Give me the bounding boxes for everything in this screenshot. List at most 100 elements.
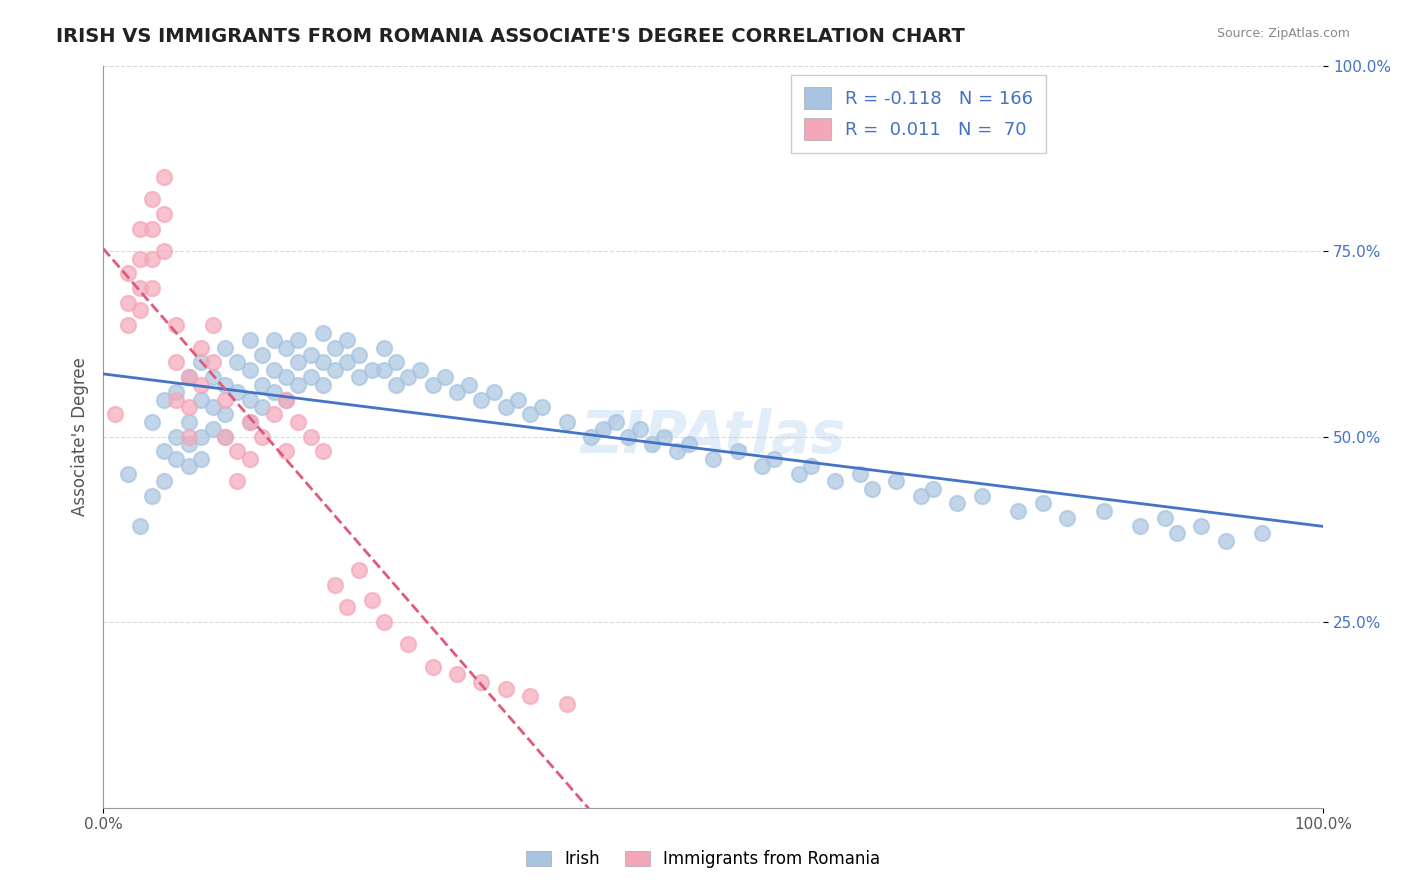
Point	[177, 370, 200, 384]
Point	[263, 385, 285, 400]
Point	[226, 444, 249, 458]
Point	[226, 385, 249, 400]
Point	[190, 377, 212, 392]
Point	[763, 451, 786, 466]
Point	[276, 370, 298, 384]
Point	[617, 430, 640, 444]
Point	[385, 355, 408, 369]
Point	[128, 281, 150, 295]
Point	[312, 444, 335, 458]
Point	[190, 341, 212, 355]
Point	[128, 222, 150, 236]
Point	[970, 489, 993, 503]
Point	[1189, 518, 1212, 533]
Point	[702, 451, 724, 466]
Point	[238, 392, 260, 407]
Point	[214, 377, 236, 392]
Point	[605, 415, 627, 429]
Point	[141, 281, 163, 295]
Point	[153, 474, 176, 488]
Point	[214, 392, 236, 407]
Point	[263, 408, 285, 422]
Point	[1056, 511, 1078, 525]
Point	[153, 392, 176, 407]
Point	[287, 355, 309, 369]
Point	[628, 422, 651, 436]
Point	[214, 430, 236, 444]
Point	[373, 615, 395, 629]
Point	[141, 192, 163, 206]
Text: Source: ZipAtlas.com: Source: ZipAtlas.com	[1216, 27, 1350, 40]
Point	[1153, 511, 1175, 525]
Point	[360, 593, 382, 607]
Point	[323, 578, 346, 592]
Point	[299, 430, 322, 444]
Point	[299, 348, 322, 362]
Point	[201, 422, 224, 436]
Point	[117, 318, 139, 333]
Point	[446, 385, 468, 400]
Point	[177, 430, 200, 444]
Point	[238, 415, 260, 429]
Point	[141, 415, 163, 429]
Point	[141, 489, 163, 503]
Point	[287, 333, 309, 347]
Point	[385, 377, 408, 392]
Y-axis label: Associate's Degree: Associate's Degree	[72, 357, 89, 516]
Point	[336, 600, 359, 615]
Point	[177, 415, 200, 429]
Point	[519, 690, 541, 704]
Point	[153, 244, 176, 259]
Point	[1092, 504, 1115, 518]
Point	[323, 363, 346, 377]
Point	[422, 377, 444, 392]
Point	[238, 415, 260, 429]
Point	[165, 392, 187, 407]
Point	[276, 444, 298, 458]
Point	[263, 363, 285, 377]
Point	[433, 370, 456, 384]
Point	[238, 363, 260, 377]
Point	[1251, 526, 1274, 541]
Point	[678, 437, 700, 451]
Point	[117, 296, 139, 310]
Point	[250, 377, 273, 392]
Point	[141, 252, 163, 266]
Point	[787, 467, 810, 481]
Point	[177, 370, 200, 384]
Point	[190, 355, 212, 369]
Point	[153, 444, 176, 458]
Point	[276, 341, 298, 355]
Point	[470, 674, 492, 689]
Point	[201, 318, 224, 333]
Point	[824, 474, 846, 488]
Point	[287, 415, 309, 429]
Point	[190, 451, 212, 466]
Point	[921, 482, 943, 496]
Point	[165, 318, 187, 333]
Point	[349, 563, 371, 577]
Point	[214, 341, 236, 355]
Point	[117, 467, 139, 481]
Point	[128, 518, 150, 533]
Point	[336, 333, 359, 347]
Point	[141, 222, 163, 236]
Text: ZIPAtlas: ZIPAtlas	[581, 409, 846, 465]
Text: IRISH VS IMMIGRANTS FROM ROMANIA ASSOCIATE'S DEGREE CORRELATION CHART: IRISH VS IMMIGRANTS FROM ROMANIA ASSOCIA…	[56, 27, 965, 45]
Point	[519, 408, 541, 422]
Point	[104, 408, 127, 422]
Point	[250, 348, 273, 362]
Point	[555, 697, 578, 711]
Point	[373, 363, 395, 377]
Point	[349, 370, 371, 384]
Point	[1129, 518, 1152, 533]
Point	[165, 355, 187, 369]
Point	[323, 341, 346, 355]
Point	[201, 355, 224, 369]
Point	[128, 303, 150, 318]
Point	[250, 430, 273, 444]
Point	[506, 392, 529, 407]
Point	[360, 363, 382, 377]
Point	[226, 355, 249, 369]
Point	[396, 370, 419, 384]
